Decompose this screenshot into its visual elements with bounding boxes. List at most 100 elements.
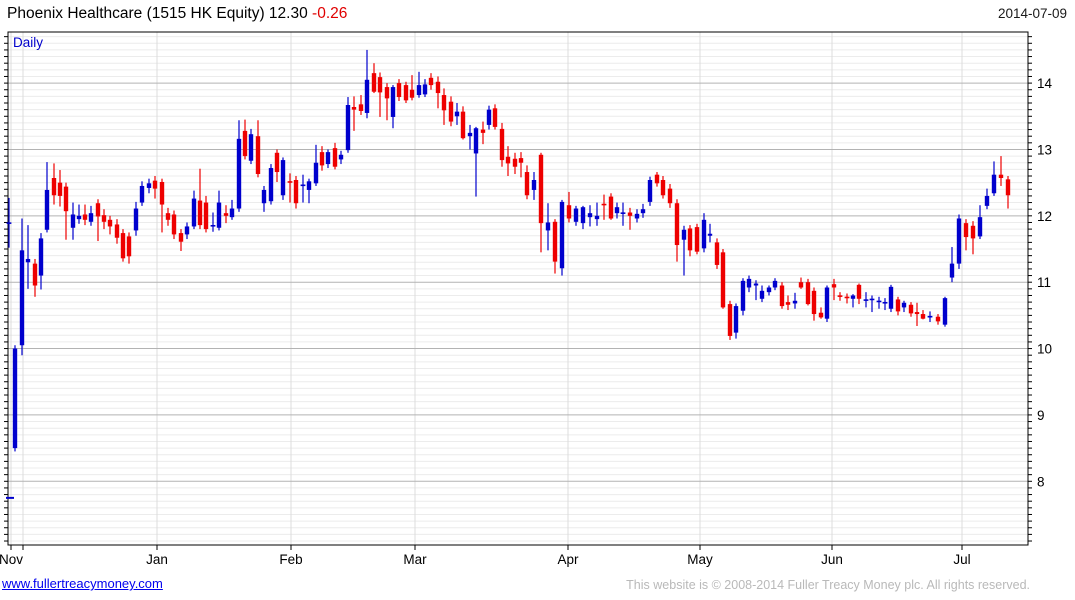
x-axis-label: Jun — [821, 552, 843, 567]
candle-body — [634, 213, 640, 219]
candle-body — [914, 312, 920, 315]
candle-body — [792, 300, 798, 304]
candle-body — [293, 179, 299, 204]
candle-body — [236, 138, 242, 209]
candle-body — [338, 154, 344, 160]
y-axis-label: 14 — [1037, 76, 1053, 91]
candle-body — [51, 178, 57, 196]
candle-body — [647, 179, 653, 202]
candle-body — [587, 213, 593, 218]
chart-date: 2014-07-09 — [997, 6, 1067, 21]
candle-body — [935, 316, 941, 322]
candle-body — [358, 104, 364, 111]
candle-body — [512, 158, 518, 167]
candle-body — [345, 105, 351, 151]
candle-body — [32, 263, 38, 286]
candle-body — [159, 181, 165, 205]
candle-body — [908, 304, 914, 314]
candle-body — [970, 225, 976, 239]
candle-body — [435, 81, 441, 94]
candle-body — [171, 214, 177, 235]
candle-body — [216, 202, 222, 228]
candle-body — [772, 280, 778, 288]
candle-body — [759, 290, 765, 299]
candle-body — [441, 95, 447, 111]
candle-body — [178, 233, 184, 242]
candle-body — [448, 101, 454, 122]
candle-body — [197, 200, 203, 226]
candle-body — [57, 182, 63, 196]
candle-body — [798, 282, 804, 288]
candle-body — [63, 186, 69, 212]
candle-body — [107, 219, 113, 227]
candle-body — [850, 295, 856, 299]
candle-body — [733, 306, 739, 333]
candle-body — [977, 217, 983, 237]
candle-body — [390, 87, 396, 117]
candle-body — [720, 252, 726, 308]
candle-body — [824, 287, 830, 319]
candle-body — [460, 111, 466, 139]
candle-body — [44, 189, 50, 230]
candle-body — [505, 156, 511, 164]
candle-body — [76, 215, 82, 220]
y-axis-label: 10 — [1037, 342, 1052, 357]
candle-body — [687, 228, 693, 251]
candle-body — [753, 283, 759, 286]
candle-body — [746, 278, 752, 288]
candle-body — [120, 233, 126, 259]
candle-body — [559, 201, 565, 269]
candle-body — [70, 214, 76, 228]
candle-body — [831, 284, 837, 288]
candle-body — [480, 129, 486, 133]
candle-body — [654, 174, 660, 184]
y-axis-label: 8 — [1037, 474, 1045, 489]
candle-body — [681, 229, 687, 240]
candle-body — [95, 203, 101, 217]
candle-body — [454, 111, 460, 117]
candle-body — [38, 238, 44, 276]
candle-body — [165, 213, 171, 220]
frequency-label: Daily — [13, 35, 43, 50]
candle-body — [991, 174, 997, 194]
candle-body — [805, 282, 811, 305]
y-axis-label: 9 — [1037, 408, 1045, 423]
candle-body — [306, 181, 312, 190]
candle-body — [566, 205, 572, 219]
candle-body — [942, 298, 948, 325]
candle-body — [486, 109, 492, 125]
candle-body — [268, 168, 274, 202]
candle-body — [371, 73, 377, 92]
candle-body — [594, 215, 600, 220]
price-change: -0.26 — [312, 5, 348, 22]
candle-body — [963, 223, 969, 238]
website-link[interactable]: www.fullertreacymoney.com — [2, 576, 163, 591]
candle-body — [126, 236, 132, 257]
candle-body — [364, 79, 370, 113]
candle-body — [531, 179, 537, 190]
page-title: Phoenix Healthcare (1515 HK Equity) 12.3… — [7, 5, 308, 22]
candle-body — [998, 174, 1004, 179]
candle-body — [88, 213, 94, 222]
candle-body — [492, 108, 498, 127]
candle-body — [614, 207, 620, 214]
chart-title-row: Phoenix Healthcare (1515 HK Equity) 12.3… — [7, 5, 347, 23]
y-axis-label: 12 — [1037, 209, 1052, 224]
candle-body — [956, 218, 962, 264]
x-axis-label: Jan — [146, 552, 168, 567]
candle-body — [984, 195, 990, 206]
candle-body — [422, 84, 428, 95]
candle-body — [518, 158, 524, 163]
candle-body — [274, 152, 280, 173]
candle-body — [811, 290, 817, 315]
candle-body — [114, 224, 120, 238]
candle-body — [403, 85, 409, 101]
candle-body — [133, 208, 139, 231]
candle-body — [82, 214, 88, 220]
candle-body — [573, 208, 579, 222]
candle-body — [325, 152, 331, 165]
candle-body — [139, 185, 145, 203]
candle-body — [184, 226, 190, 235]
candle-body — [740, 280, 746, 311]
